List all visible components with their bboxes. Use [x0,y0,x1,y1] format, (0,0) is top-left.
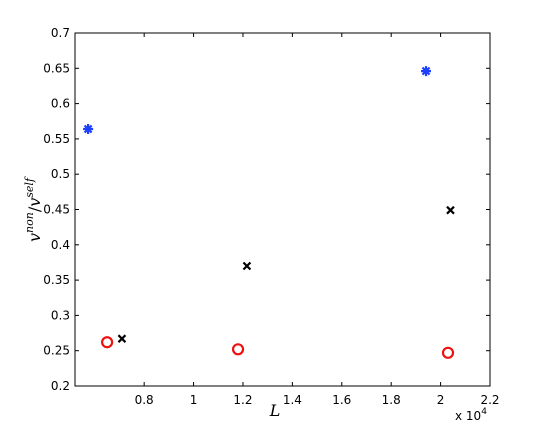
x-multiplier: x 104 [455,407,487,423]
point [242,261,252,271]
x-axis-label: L [269,401,281,420]
y-tick-label: 0.4 [51,238,70,252]
y-label-part: v [25,233,44,242]
y-tick-label: 0.5 [51,167,70,181]
y-tick-label: 0.35 [43,273,70,287]
plot-area [74,32,491,387]
x-tick-label: 1.2 [233,393,252,407]
x-tick-label: 2.2 [480,393,499,407]
point [117,334,127,343]
point [421,66,432,77]
x-tick-label: 1.4 [283,393,302,407]
x-tick-label: 1 [190,393,198,407]
y-tick-label: 0.45 [43,203,70,217]
y-tick-label: 0.6 [51,97,70,111]
y-axis-label: vnon/vself [23,176,44,242]
y-tick-label: 0.55 [43,132,70,146]
point [83,124,94,135]
y-tick-label: 0.7 [51,26,70,40]
y-tick-label: 0.65 [43,61,70,75]
y-tick-label: 0.3 [51,308,70,322]
y-label-part: v [25,198,44,207]
point [101,336,114,349]
y-label-part: / [25,206,44,212]
point [446,205,455,215]
point [231,343,245,356]
y-tick-label: 0.25 [43,344,70,358]
x-multiplier-exp: 4 [481,407,487,417]
y-tick-label: 0.2 [51,379,70,393]
x-tick-label: 1.6 [332,393,351,407]
x-tick-label: 2 [437,393,445,407]
y-label-part: self [23,176,36,198]
point [441,346,455,359]
y-label-part: non [23,212,36,233]
x-tick-label: 1.8 [382,393,401,407]
x-multiplier-base: x 10 [455,409,481,423]
x-tick-label: 0.8 [135,393,154,407]
